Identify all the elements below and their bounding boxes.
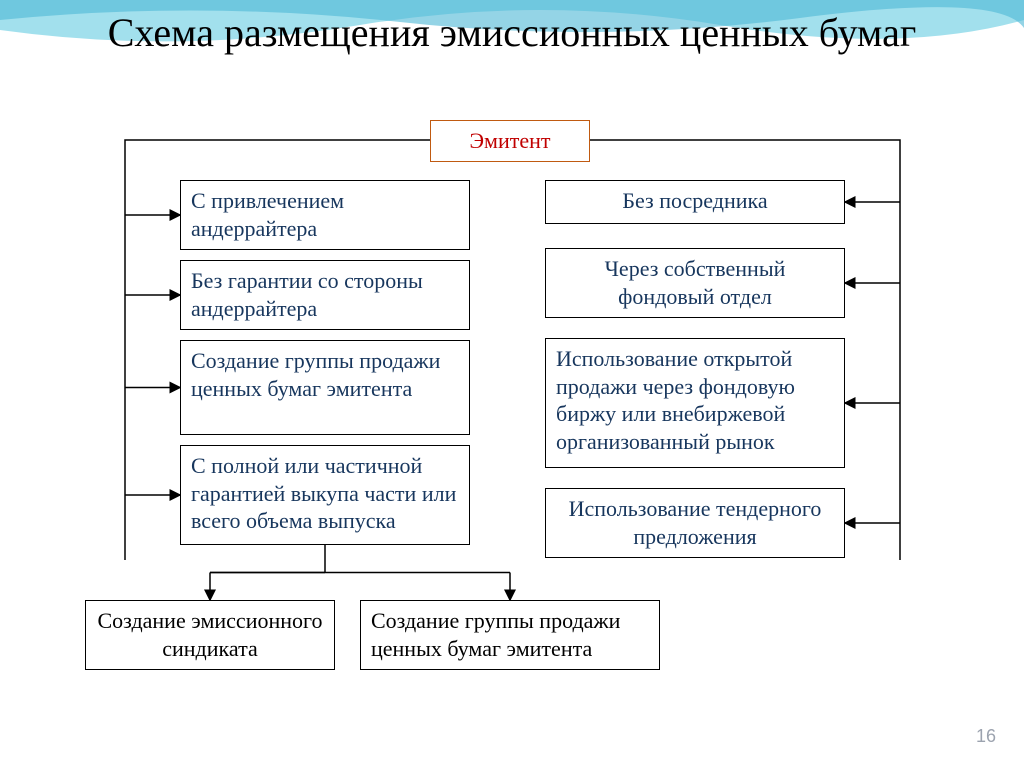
- right-box-2: Использование открытой продажи через фон…: [545, 338, 845, 468]
- left-box-1: Без гарантии со стороны андеррайтера: [180, 260, 470, 330]
- left-box-3: С полной или частичной гарантией выкупа …: [180, 445, 470, 545]
- left-box-2: Создание группы продажи ценных бумаг эми…: [180, 340, 470, 435]
- page-title: Схема размещения эмиссионных ценных бума…: [0, 10, 1024, 56]
- bottom-box-0: Создание эмиссионного синдиката: [85, 600, 335, 670]
- bottom-box-1: Создание группы продажи ценных бумаг эми…: [360, 600, 660, 670]
- right-box-1: Через собственный фондовый отдел: [545, 248, 845, 318]
- issuer-box: Эмитент: [430, 120, 590, 162]
- right-box-0: Без посредника: [545, 180, 845, 224]
- right-box-3: Использование тендерного предложения: [545, 488, 845, 558]
- left-box-0: С привлечением андеррайтера: [180, 180, 470, 250]
